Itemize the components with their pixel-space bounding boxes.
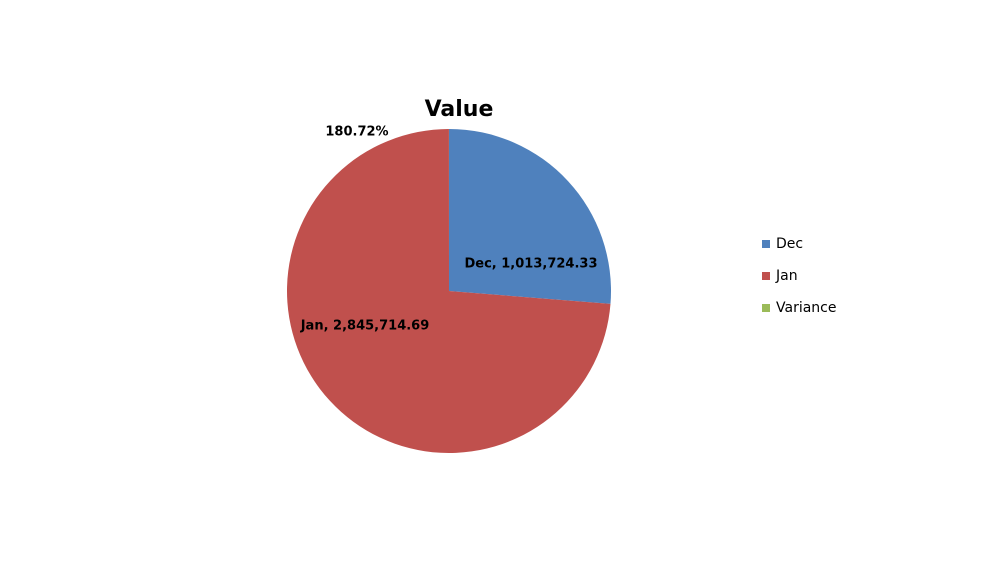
- pie-slice: [449, 129, 611, 304]
- legend-label: Variance: [776, 300, 836, 316]
- data-label: Dec, 1,013,724.33: [464, 257, 597, 272]
- data-label: Jan, 2,845,714.69: [300, 319, 430, 334]
- legend-swatch: [762, 240, 770, 248]
- pie-slice: [286, 129, 611, 453]
- legend-label: Jan: [775, 268, 798, 284]
- legend-swatch: [762, 304, 770, 312]
- data-label: 180.72%: [325, 125, 388, 140]
- legend-label: Dec: [776, 236, 803, 252]
- chart-title: Value: [425, 97, 494, 122]
- legend-swatch: [762, 272, 770, 280]
